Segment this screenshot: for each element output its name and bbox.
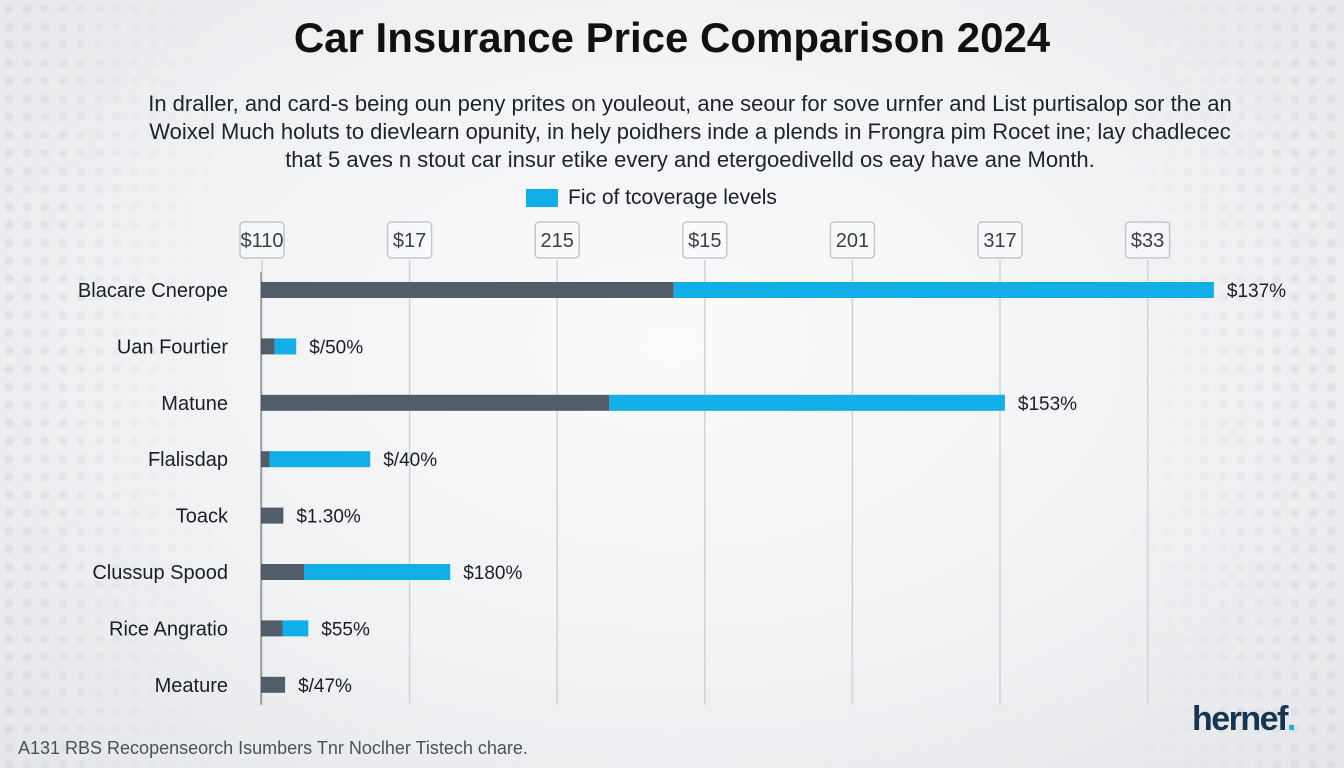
tick-label-box bbox=[534, 221, 580, 259]
brand-logo-dot: . bbox=[1286, 700, 1296, 738]
bar-value-label: $/40% bbox=[383, 450, 437, 471]
bar-value-label: $/47% bbox=[298, 676, 352, 697]
bar-base bbox=[261, 394, 610, 411]
bar-value-label: $1.30% bbox=[296, 507, 361, 528]
bar-coverage bbox=[269, 451, 371, 468]
bar-base bbox=[261, 282, 674, 298]
bar-coverage bbox=[609, 394, 1005, 411]
x-tick-label: $33 bbox=[1131, 230, 1164, 252]
legend-label-coverage: Fic of tcoverage levels bbox=[568, 186, 777, 209]
bar-coverage bbox=[282, 620, 309, 637]
bar-base bbox=[261, 507, 284, 524]
chart-title: Car Insurance Price Comparison 2024 bbox=[293, 14, 1051, 61]
chart-legend: Fic of tcoverage levels bbox=[526, 185, 777, 211]
bar-coverage bbox=[304, 564, 451, 580]
bar-value-label: $153% bbox=[1018, 394, 1077, 415]
bar-value-label: $180% bbox=[463, 563, 522, 584]
tick-label-box bbox=[977, 221, 1023, 259]
tick-label-box bbox=[829, 221, 876, 259]
category-label: Matune bbox=[161, 393, 228, 415]
bar-base bbox=[261, 451, 270, 468]
x-tick-label: 317 bbox=[983, 230, 1016, 252]
x-tick-label: $17 bbox=[393, 230, 426, 252]
category-label: Rice Angratio bbox=[109, 618, 228, 640]
bar-value-label: $137% bbox=[1227, 281, 1286, 302]
subtitle-line: Woixel Much holuts to dievlearn opunity,… bbox=[149, 119, 1231, 144]
x-tick-label: 215 bbox=[541, 230, 574, 252]
brand-logo-text: hernef bbox=[1192, 700, 1288, 738]
bar-base bbox=[261, 676, 286, 693]
legend-swatch-coverage bbox=[526, 189, 558, 207]
bar-value-label: $55% bbox=[321, 619, 370, 640]
bar-coverage bbox=[274, 338, 297, 355]
bar-base bbox=[261, 338, 275, 355]
tick-label-box bbox=[239, 221, 285, 259]
category-label: Flalisdap bbox=[148, 449, 228, 471]
tick-label-box bbox=[386, 221, 433, 259]
category-label: Clussup Spood bbox=[92, 562, 228, 584]
x-tick-label: $110 bbox=[240, 230, 283, 252]
subtitle-line: In draller, and card-s being oun peny pr… bbox=[148, 91, 1232, 116]
decorative-pattern-left bbox=[0, 0, 220, 768]
category-label: Uan Fourtier bbox=[117, 336, 228, 358]
bar-base bbox=[261, 620, 283, 637]
category-label: Meature bbox=[155, 675, 228, 697]
footnote: A131 RBS Recopenseorch Isumbers Tnr Nocl… bbox=[18, 738, 528, 758]
bar-value-label: $/50% bbox=[309, 337, 363, 358]
chart-subtitle: In draller, and card-s being oun peny pr… bbox=[130, 90, 1250, 174]
subtitle-line: that 5 aves n stout car insur etike ever… bbox=[285, 147, 1095, 172]
bar-base bbox=[261, 564, 304, 580]
tick-label-box bbox=[1124, 221, 1171, 259]
category-label: Toack bbox=[176, 506, 229, 528]
tick-label-box bbox=[682, 221, 728, 259]
bar-coverage bbox=[673, 282, 1214, 298]
category-label: Blacare Cnerope bbox=[78, 280, 228, 302]
decorative-pattern-right bbox=[1124, 0, 1344, 768]
x-tick-label: $15 bbox=[688, 230, 721, 252]
brand-logo: hernef. bbox=[1192, 700, 1296, 739]
x-tick-label: 201 bbox=[836, 230, 869, 252]
